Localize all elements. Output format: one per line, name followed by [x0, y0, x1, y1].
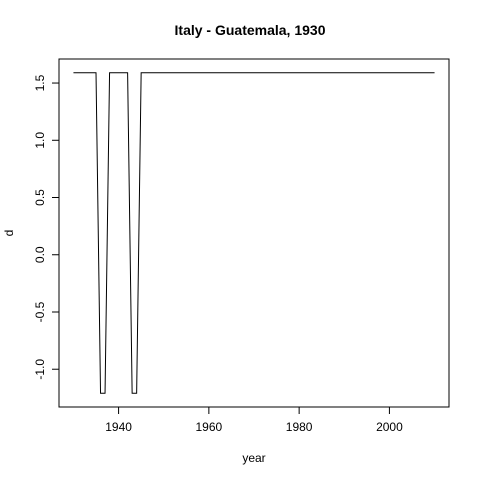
series-line	[73, 72, 435, 394]
y-tick-label: -1.0	[33, 359, 47, 380]
y-tick-label: 0.5	[33, 189, 47, 206]
y-tick-label: 1.0	[33, 132, 47, 149]
x-axis: 1940 1960 1980 2000	[105, 406, 403, 434]
y-tick-label: 0.0	[33, 246, 47, 263]
x-axis-label: year	[242, 451, 265, 465]
y-tick-label: -0.5	[33, 301, 47, 322]
y-axis-label: d	[2, 230, 16, 237]
x-tick-label: 1940	[105, 420, 132, 434]
x-tick-label: 1960	[196, 420, 223, 434]
y-axis: -1.0 -0.5 0.0 0.5 1.0 1.5	[33, 74, 60, 380]
chart-title: Italy - Guatemala, 1930	[175, 22, 326, 38]
plot-frame	[58, 58, 450, 408]
x-tick-label: 1980	[286, 420, 313, 434]
series-layer	[73, 72, 435, 394]
y-tick-label: 1.5	[33, 74, 47, 91]
x-tick-label: 2000	[376, 420, 403, 434]
